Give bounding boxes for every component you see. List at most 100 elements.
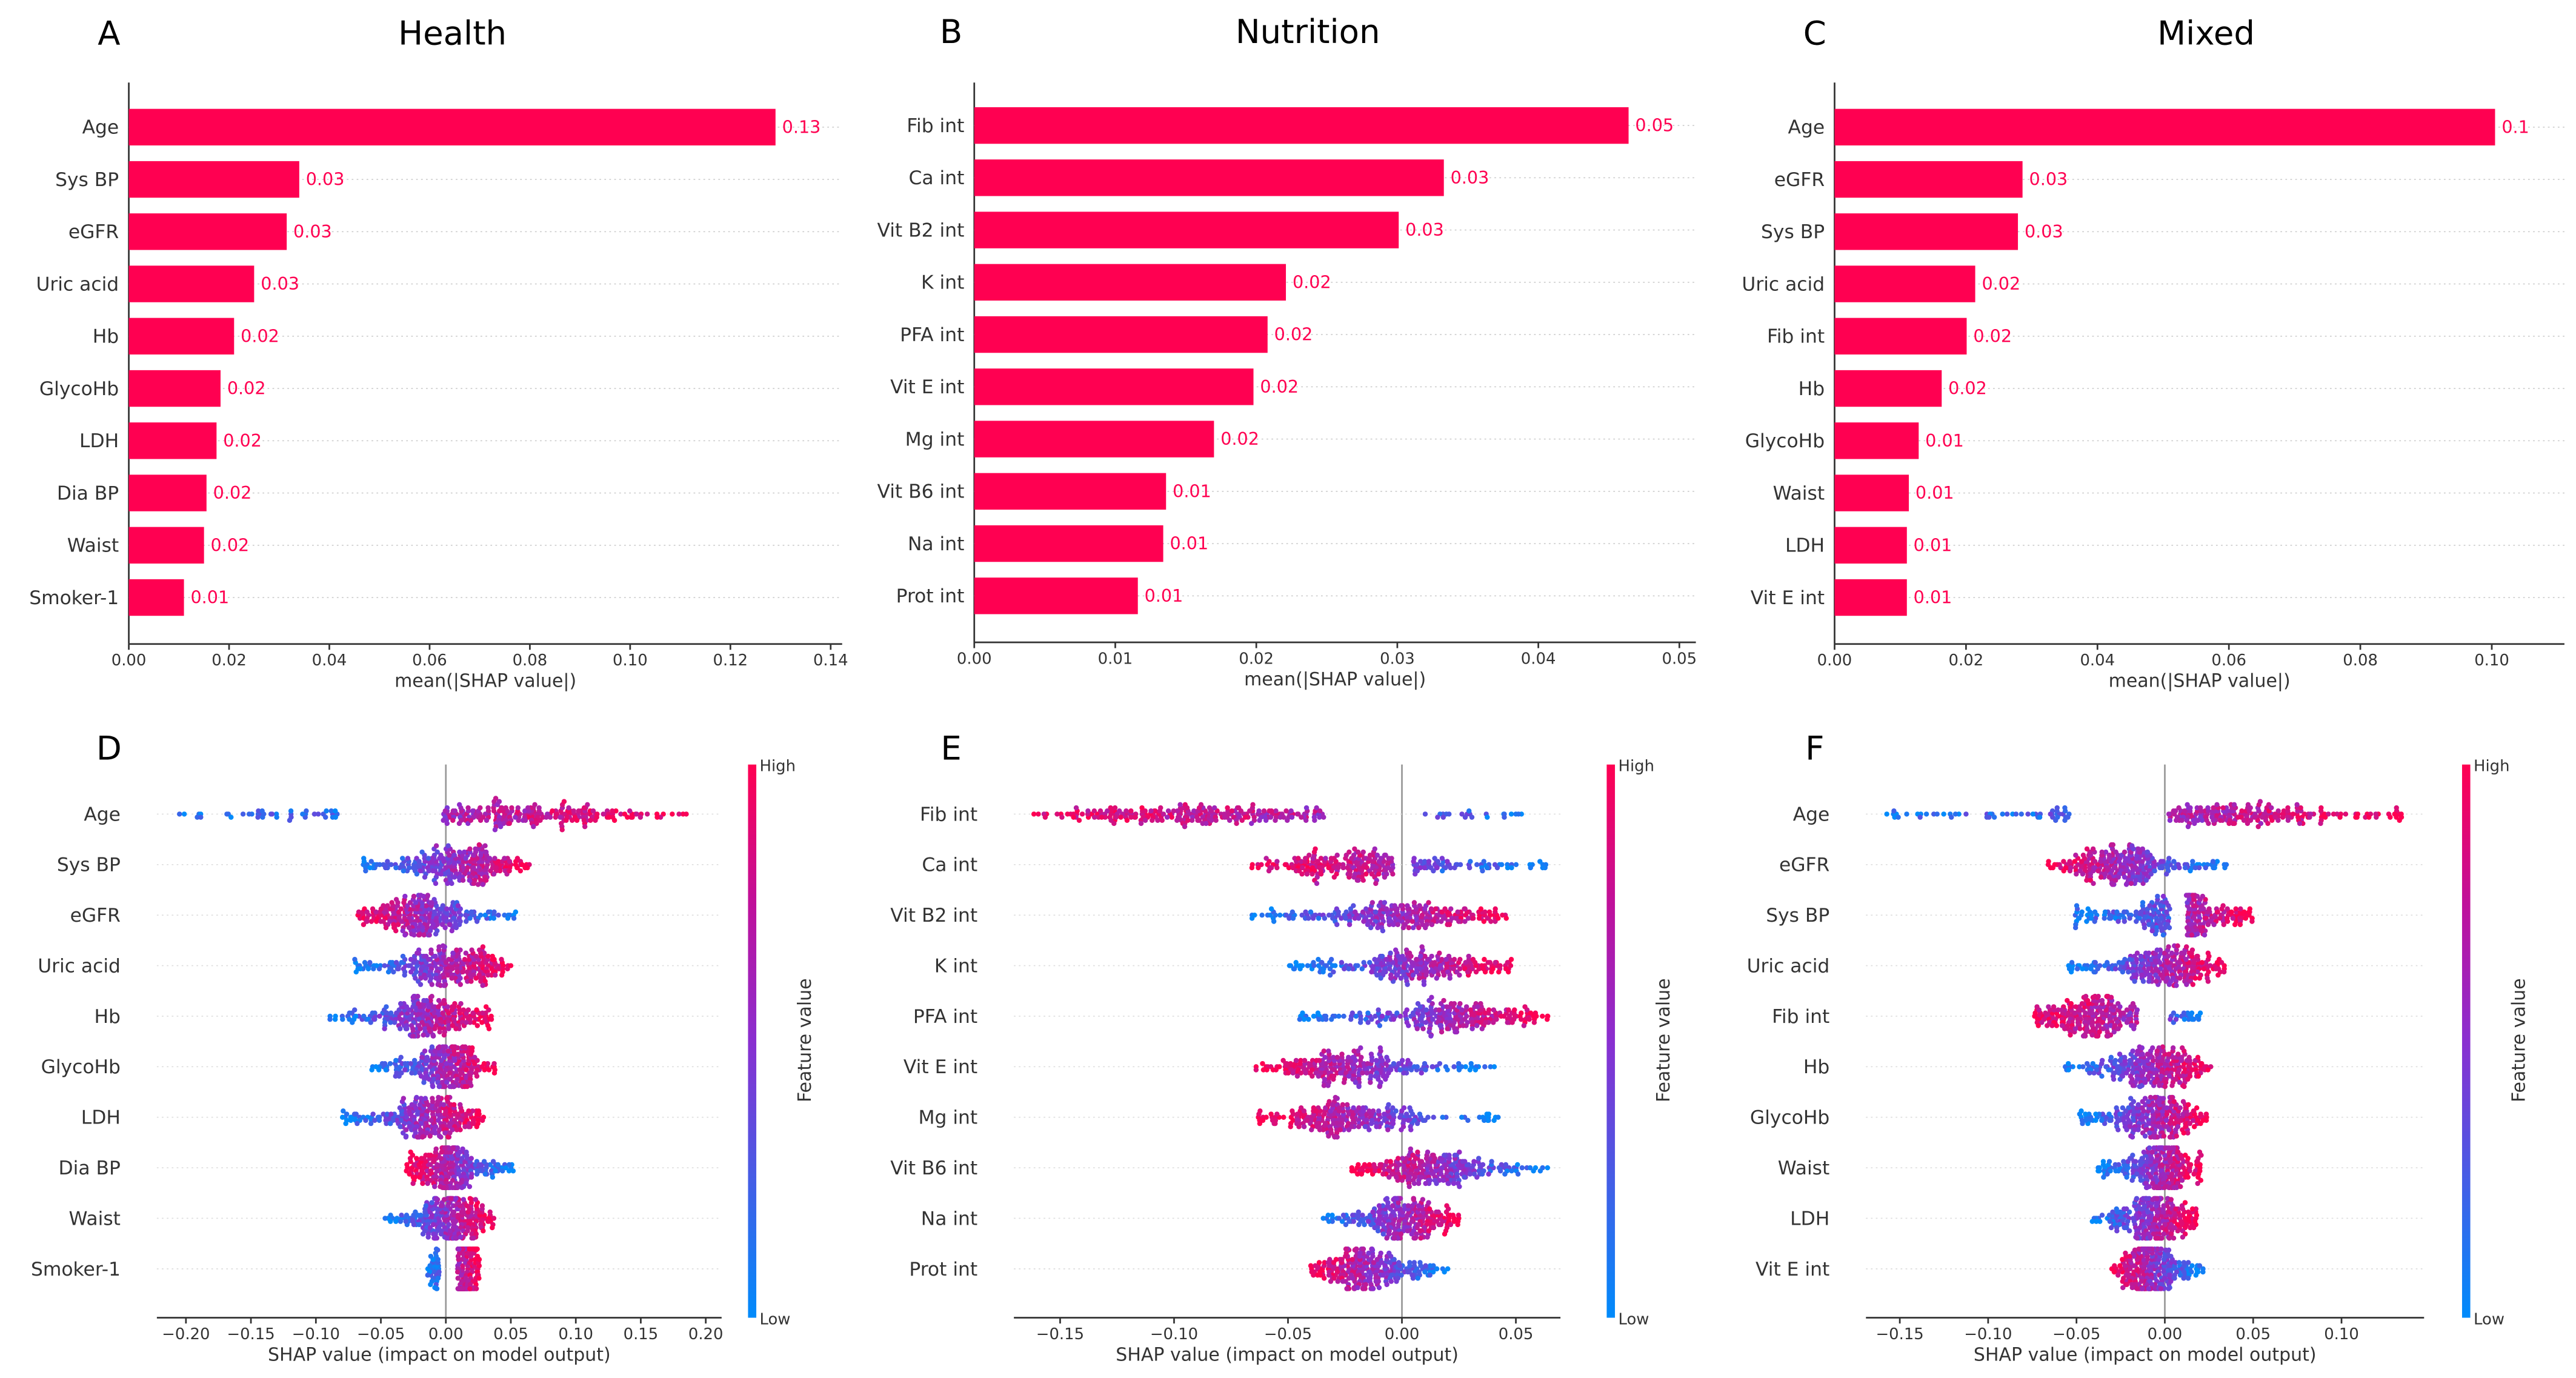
- beeswarm-point: [611, 817, 617, 823]
- beeswarm-point: [1351, 1048, 1357, 1054]
- beeswarm-point: [1177, 802, 1183, 808]
- beeswarm-point: [427, 1133, 433, 1139]
- beeswarm-point: [447, 1130, 453, 1136]
- beeswarm-point: [288, 808, 294, 814]
- beeswarm-point: [416, 1001, 421, 1007]
- beeswarm-point: [1273, 1120, 1278, 1127]
- beeswarm-point: [1308, 1127, 1314, 1133]
- bar-value-label: 0.03: [261, 273, 299, 294]
- beeswarm-point: [385, 903, 390, 908]
- beeswarm-point: [1442, 1153, 1447, 1158]
- beeswarm-point: [1414, 1064, 1420, 1070]
- beeswarm-point: [426, 868, 431, 874]
- beeswarm-point: [488, 972, 494, 978]
- beeswarm-point: [1417, 903, 1422, 908]
- beeswarm-point: [1394, 1010, 1400, 1016]
- beeswarm-point: [1505, 960, 1510, 965]
- beeswarm-point: [1328, 1130, 1334, 1136]
- beeswarm-point: [373, 909, 379, 915]
- panel-letter: E: [940, 728, 961, 767]
- beeswarm-point: [1071, 814, 1076, 820]
- beeswarm-point: [1286, 963, 1293, 968]
- beeswarm-point: [361, 856, 367, 861]
- beeswarm-point: [1316, 956, 1321, 962]
- beeswarm-point: [397, 1105, 403, 1111]
- beeswarm-point: [432, 1183, 438, 1190]
- beeswarm-point: [361, 922, 367, 927]
- beeswarm-point: [1368, 1120, 1374, 1127]
- beeswarm-point: [1263, 817, 1269, 823]
- beeswarm-point: [1531, 1168, 1536, 1174]
- beeswarm-point: [1401, 1105, 1407, 1111]
- beeswarm-point: [399, 960, 404, 965]
- beeswarm-point: [1435, 1067, 1440, 1073]
- beeswarm-point: [1528, 1010, 1534, 1016]
- bar-value-label: 0.13: [782, 116, 821, 137]
- beeswarm-point: [601, 811, 606, 817]
- beeswarm-point: [1379, 1057, 1385, 1063]
- beeswarm-point: [1281, 814, 1286, 820]
- beeswarm-point: [422, 874, 428, 880]
- beeswarm-point: [431, 909, 438, 915]
- beeswarm-point: [1418, 953, 1423, 959]
- y-tick-label: Waist: [1773, 482, 1825, 504]
- beeswarm-point: [1308, 909, 1314, 915]
- beeswarm-point: [393, 1010, 399, 1016]
- beeswarm-point: [1386, 1102, 1391, 1108]
- beeswarm-point: [1406, 950, 1413, 956]
- beeswarm-point: [464, 1149, 469, 1155]
- beeswarm-point: [1466, 1162, 1471, 1168]
- beeswarm-point: [438, 871, 444, 877]
- beeswarm-point: [414, 871, 420, 877]
- beeswarm-point: [383, 865, 388, 871]
- beeswarm-point: [467, 846, 473, 852]
- bar: [974, 368, 1254, 405]
- y-tick-label: Sys BP: [55, 169, 119, 191]
- beeswarm-point: [447, 1083, 453, 1090]
- beeswarm-point: [1481, 919, 1487, 924]
- beeswarm-point: [1443, 956, 1449, 962]
- bar-value-label: 0.02: [1982, 273, 2020, 294]
- beeswarm-point: [1336, 865, 1341, 871]
- beeswarm-point: [438, 1231, 444, 1237]
- x-tick-label: 0.00: [1817, 651, 1852, 670]
- beeswarm-point: [503, 805, 508, 811]
- y-tick-label: LDH: [79, 430, 119, 452]
- bar-value-label: 0.01: [1914, 587, 1952, 608]
- beeswarm-point: [550, 808, 555, 814]
- beeswarm-point: [1496, 916, 1501, 921]
- beeswarm-point: [460, 1246, 466, 1252]
- beeswarm-point: [1379, 1013, 1385, 1019]
- beeswarm-point: [1054, 811, 1060, 817]
- beeswarm-point: [471, 865, 476, 871]
- beeswarm-point: [507, 820, 512, 827]
- beeswarm-point: [429, 994, 434, 999]
- beeswarm-point: [432, 1004, 438, 1010]
- beeswarm-point: [425, 1273, 431, 1278]
- beeswarm-point: [430, 1096, 435, 1101]
- beeswarm-point: [1466, 953, 1471, 959]
- beeswarm-point: [1462, 814, 1468, 820]
- beeswarm-point: [1328, 856, 1334, 861]
- beeswarm-point: [1323, 1016, 1329, 1022]
- beeswarm-point: [442, 1145, 447, 1151]
- y-tick-label: Uric acid: [38, 955, 121, 977]
- beeswarm-point: [630, 814, 635, 820]
- beeswarm-point: [255, 814, 261, 820]
- bar: [1834, 527, 1907, 564]
- beeswarm-point: [429, 1044, 435, 1050]
- bar-value-label: 0.02: [211, 534, 250, 555]
- beeswarm-point: [1531, 1020, 1537, 1025]
- beeswarm-point: [1139, 805, 1145, 811]
- x-tick-label: 0.04: [2080, 651, 2115, 670]
- panel-letter: C: [1803, 14, 1826, 53]
- beeswarm-point: [434, 1162, 440, 1168]
- beeswarm-point: [1303, 1070, 1308, 1076]
- beeswarm-point: [1468, 1060, 1474, 1067]
- beeswarm-point: [1496, 1114, 1501, 1120]
- beeswarm-point: [1271, 919, 1277, 924]
- beeswarm-point: [1189, 817, 1195, 823]
- beeswarm-point: [455, 1213, 461, 1218]
- beeswarm-point: [465, 1007, 471, 1013]
